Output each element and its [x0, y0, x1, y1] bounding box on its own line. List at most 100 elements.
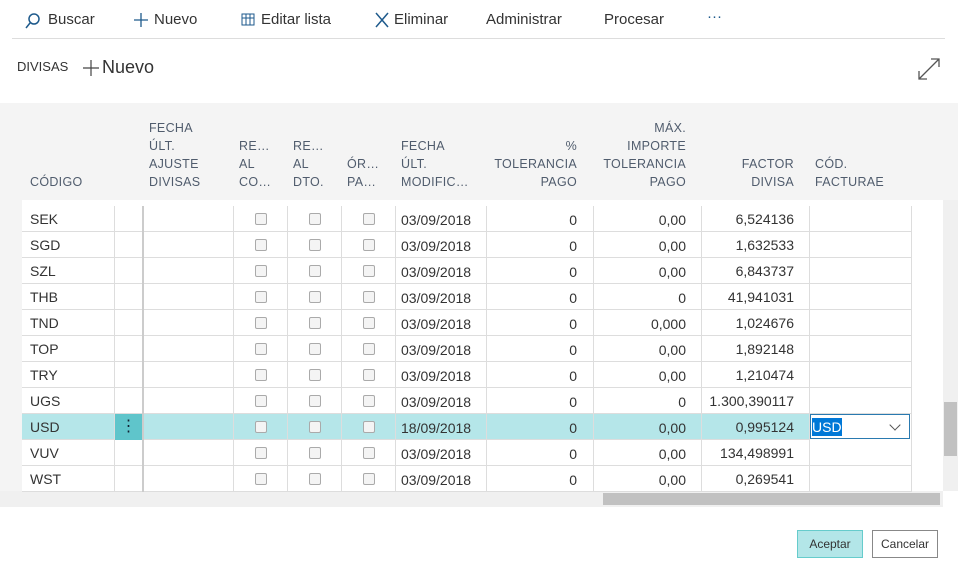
cell-border — [593, 362, 594, 388]
v-scroll-thumb[interactable] — [944, 402, 957, 456]
cell-border — [593, 466, 594, 492]
cancel-button[interactable]: Cancelar — [872, 530, 938, 558]
row-menu[interactable]: ⋮ — [115, 414, 142, 440]
cell-border — [287, 440, 288, 466]
checkbox[interactable] — [255, 291, 267, 303]
cell-border — [287, 388, 288, 414]
checkbox[interactable] — [309, 265, 321, 277]
cell-border — [341, 440, 342, 466]
tolerance-cell: 0 — [569, 394, 577, 410]
column-header: FACTOR — [741, 157, 794, 171]
cell-border — [911, 206, 912, 232]
toolbar-item[interactable]: Editar lista — [261, 11, 332, 28]
toolbar-item[interactable]: Buscar — [48, 11, 95, 28]
more-button[interactable]: ··· — [707, 8, 722, 25]
checkbox[interactable] — [363, 395, 375, 407]
checkbox[interactable] — [255, 239, 267, 251]
expand-icon[interactable] — [917, 57, 941, 81]
max-cell: 0,00 — [658, 446, 686, 462]
code-cell: TOP — [30, 341, 59, 357]
cell-border — [142, 362, 144, 388]
column-header: FECHA — [401, 139, 445, 153]
row-bg — [22, 362, 911, 388]
new-action[interactable]: Nuevo — [102, 57, 155, 77]
checkbox[interactable] — [363, 421, 375, 433]
cell-border — [911, 414, 912, 440]
cell-border — [114, 362, 115, 388]
checkbox[interactable] — [255, 473, 267, 485]
checkbox[interactable] — [309, 421, 321, 433]
cell-border — [911, 336, 912, 362]
cell-border — [809, 362, 810, 388]
row-bg — [22, 414, 809, 440]
tolerance-cell: 0 — [569, 264, 577, 280]
cell-border — [395, 466, 396, 492]
cell-border — [593, 206, 594, 232]
checkbox[interactable] — [309, 369, 321, 381]
cell-border — [114, 388, 115, 414]
cell-border — [911, 232, 912, 258]
checkbox[interactable] — [255, 213, 267, 225]
cell-border — [341, 258, 342, 284]
checkbox[interactable] — [363, 213, 375, 225]
checkbox[interactable] — [255, 369, 267, 381]
facturae-value[interactable]: USD — [812, 418, 842, 436]
checkbox[interactable] — [255, 343, 267, 355]
toolbar-item[interactable]: Nuevo — [154, 11, 198, 28]
plus-icon — [134, 13, 148, 27]
cell-border — [486, 414, 487, 440]
checkbox[interactable] — [309, 317, 321, 329]
checkbox[interactable] — [363, 291, 375, 303]
accept-button[interactable]: Aceptar — [797, 530, 863, 558]
checkbox[interactable] — [255, 265, 267, 277]
factor-cell: 6,843737 — [735, 263, 794, 279]
column-header: % — [565, 139, 577, 153]
cell-border — [114, 336, 115, 362]
checkbox[interactable] — [309, 213, 321, 225]
cell-border — [593, 310, 594, 336]
max-cell: 0,00 — [658, 238, 686, 254]
checkbox[interactable] — [309, 447, 321, 459]
column-header: TOLERANCIA — [494, 157, 577, 171]
column-header: CÓDIGO — [30, 175, 83, 189]
column-header: AL — [239, 157, 255, 171]
cell-border — [809, 258, 810, 284]
cell-border — [486, 388, 487, 414]
checkbox[interactable] — [309, 395, 321, 407]
checkbox[interactable] — [255, 317, 267, 329]
factor-cell: 1,892148 — [735, 341, 794, 357]
header-bg — [0, 103, 958, 200]
checkbox[interactable] — [255, 395, 267, 407]
toolbar-item[interactable]: Administrar — [486, 11, 562, 28]
checkbox[interactable] — [363, 473, 375, 485]
checkbox[interactable] — [363, 317, 375, 329]
checkbox[interactable] — [255, 421, 267, 433]
checkbox[interactable] — [255, 447, 267, 459]
toolbar-item[interactable]: Eliminar — [394, 11, 449, 28]
checkbox[interactable] — [309, 473, 321, 485]
cell-border — [142, 414, 144, 440]
checkbox[interactable] — [363, 265, 375, 277]
cell-border — [395, 388, 396, 414]
checkbox[interactable] — [309, 239, 321, 251]
checkbox[interactable] — [363, 369, 375, 381]
checkbox[interactable] — [363, 239, 375, 251]
cell-border — [395, 284, 396, 310]
column-header: RE… — [293, 139, 324, 153]
max-cell: 0,000 — [650, 316, 686, 332]
checkbox[interactable] — [363, 447, 375, 459]
cell-border — [911, 310, 912, 336]
cell-border — [142, 232, 144, 258]
toolbar-line — [12, 38, 945, 39]
toolbar-item[interactable]: Procesar — [604, 11, 665, 28]
code-cell: SEK — [30, 211, 59, 227]
row-bg — [22, 388, 911, 414]
tolerance-cell: 0 — [569, 446, 577, 462]
checkbox[interactable] — [309, 291, 321, 303]
row-bg — [22, 336, 911, 362]
h-scroll-thumb[interactable] — [603, 493, 940, 505]
checkbox[interactable] — [363, 343, 375, 355]
cell-border — [593, 232, 594, 258]
checkbox[interactable] — [309, 343, 321, 355]
cell-border — [486, 362, 487, 388]
